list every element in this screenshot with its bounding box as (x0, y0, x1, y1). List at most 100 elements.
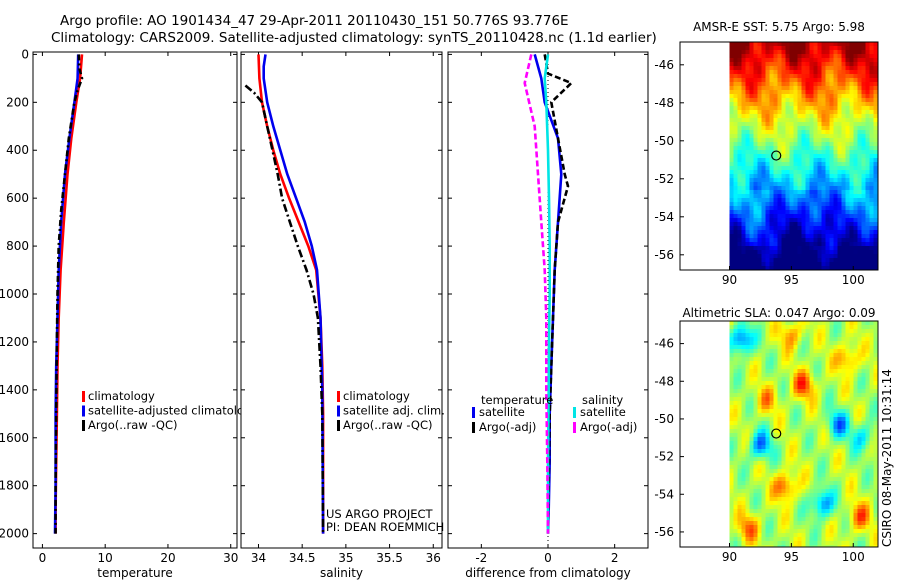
sla_map-data-cell (749, 477, 754, 482)
sst_map-data-cell (813, 170, 818, 175)
sst_map-data-cell (785, 138, 790, 143)
sst_map-data-cell (813, 86, 818, 91)
sst_map-data-cell (833, 262, 838, 267)
sst_map-data-cell (769, 122, 774, 127)
sla_map-data-cell (737, 421, 742, 426)
sst_map-data-cell (777, 202, 782, 207)
sst_map-data-cell (793, 258, 798, 263)
sst_map-data-cell (845, 234, 850, 239)
sst_map-data-cell (817, 114, 822, 119)
sla_map-data-cell (741, 421, 746, 426)
sst_map-data-cell (825, 122, 830, 127)
sst_map-data-cell (729, 262, 734, 267)
sla_map-data-cell (765, 389, 770, 394)
sla_map-data-cell (813, 481, 818, 486)
sst_map-data-cell (793, 202, 798, 207)
sst_map-data-cell (857, 258, 862, 263)
sst_map-data-cell (753, 122, 758, 127)
sla_map-data-cell (757, 433, 762, 438)
sla_map-data-cell (805, 397, 810, 402)
sst_map-data-cell (857, 42, 862, 47)
sst_map-data-cell (845, 190, 850, 195)
sla_map-data-cell (753, 489, 758, 494)
sla_map-data-cell (845, 349, 850, 354)
sla_map-data-cell (797, 529, 802, 534)
sla_map-data-cell (785, 525, 790, 530)
sst_map-data-cell (829, 66, 834, 71)
sst_map-data-cell (785, 82, 790, 87)
sst_map-data-cell (781, 142, 786, 147)
sst_map-data-cell (833, 134, 838, 139)
sst_map-data-cell (853, 210, 858, 215)
sla_map-data-cell (825, 417, 830, 422)
sst_map-data-cell (761, 234, 766, 239)
sst_map-data-cell (865, 238, 870, 243)
sst_map-data-cell (845, 66, 850, 71)
sst_map-data-cell (785, 70, 790, 75)
sst_map-data-cell (865, 266, 870, 271)
sst_map-data-cell (857, 174, 862, 179)
sst_map-data-cell (761, 258, 766, 263)
sst_map-data-cell (753, 82, 758, 87)
sst_map-data-cell (821, 54, 826, 59)
sla_map-data-cell (741, 429, 746, 434)
sla_map-data-cell (745, 417, 750, 422)
sla_map-data-cell (857, 473, 862, 478)
sla_map-data-cell (801, 413, 806, 418)
sst_map-xtick-label: 100 (842, 273, 865, 287)
sst_map-data-cell (765, 242, 770, 247)
sst_map-data-cell (729, 174, 734, 179)
sst_map-data-cell (797, 242, 802, 247)
sst_map-data-cell (753, 150, 758, 155)
sst_map-data-cell (837, 250, 842, 255)
sst_map-data-cell (845, 214, 850, 219)
sst_map-data-cell (853, 202, 858, 207)
sla_map-data-cell (777, 545, 782, 548)
sst_map-data-cell (729, 202, 734, 207)
sst_map-data-cell (805, 250, 810, 255)
sst_map-data-cell (749, 146, 754, 151)
sla_map-data-cell (801, 545, 806, 548)
sst_map-data-cell (833, 254, 838, 259)
sla_map-data-cell (737, 401, 742, 406)
sst_map-data-cell (801, 234, 806, 239)
sla_map-data-cell (873, 469, 878, 474)
sst_map-data-cell (745, 46, 750, 51)
sla_map-data-cell (857, 417, 862, 422)
sla_map-data-cell (801, 333, 806, 338)
sst_map-data-cell (821, 78, 826, 83)
sla_map-data-cell (793, 457, 798, 462)
sst_map-data-cell (825, 50, 830, 55)
sla_map-data-cell (785, 445, 790, 450)
sla_map-data-cell (761, 437, 766, 442)
sla_map-data-cell (769, 441, 774, 446)
sla_map-data-cell (793, 445, 798, 450)
sst_map-data-cell (773, 258, 778, 263)
sla_map-data-cell (841, 397, 846, 402)
sst_map-data-cell (749, 142, 754, 147)
sla_map-data-cell (861, 533, 866, 538)
sla_map-data-cell (873, 541, 878, 546)
sst_map-data-cell (869, 150, 874, 155)
sla_map-data-cell (861, 401, 866, 406)
sst_map-data-cell (785, 210, 790, 215)
sst_map-data-cell (849, 90, 854, 95)
sst_map-data-cell (745, 90, 750, 95)
sst_map-data-cell (809, 170, 814, 175)
sst_map-data-cell (817, 202, 822, 207)
sst_map-data-cell (869, 214, 874, 219)
sst_map-data-cell (789, 158, 794, 163)
sla_map-data-cell (857, 493, 862, 498)
sla_map-data-cell (777, 501, 782, 506)
sst_map-data-cell (829, 146, 834, 151)
sla_map-data-cell (785, 429, 790, 434)
sla_map-data-cell (761, 489, 766, 494)
sst_map-data-cell (797, 186, 802, 191)
sla_map-data-cell (837, 437, 842, 442)
sla_map-data-cell (773, 445, 778, 450)
sla_map-data-cell (805, 469, 810, 474)
sla_map-data-cell (809, 369, 814, 374)
sst_map-data-cell (849, 86, 854, 91)
temperature-xtick-label: 0 (39, 551, 47, 565)
sla_map-data-cell (777, 481, 782, 486)
